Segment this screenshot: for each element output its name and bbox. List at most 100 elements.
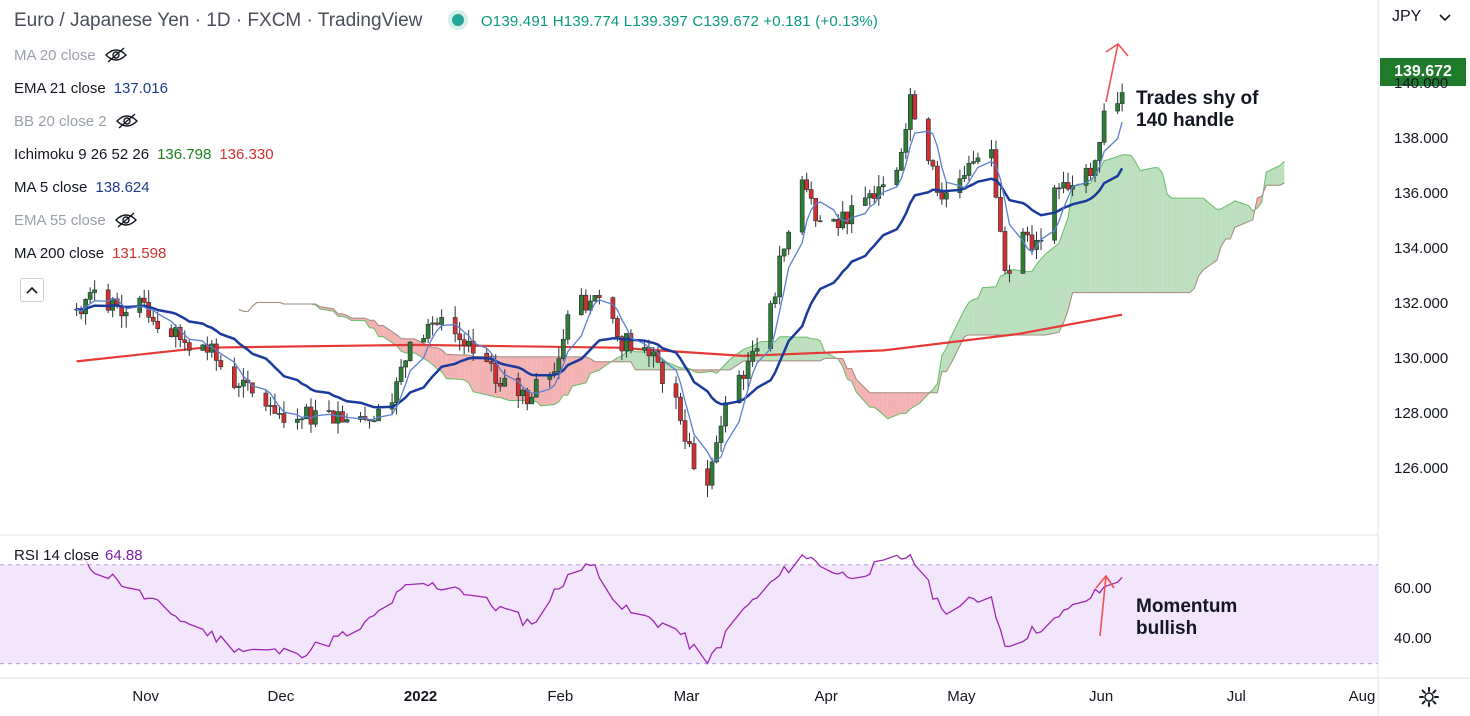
symbol-title[interactable]: Euro / Japanese Yen · 1D · FXCM · Tradin…: [14, 10, 423, 31]
price-axis-label: 138.000: [1394, 129, 1449, 147]
candle: [344, 413, 350, 423]
candle-body: [867, 193, 873, 199]
legend-row[interactable]: MA 200 close 131.598: [14, 244, 166, 264]
candle-body: [173, 326, 179, 337]
chevron-down-icon[interactable]: [1438, 10, 1452, 24]
candle-body: [592, 295, 598, 302]
cloud-segment: [856, 379, 870, 408]
candle: [497, 377, 503, 392]
candle: [962, 165, 967, 182]
candle-body: [786, 231, 791, 250]
candle: [434, 317, 440, 326]
cloud-segment: [572, 356, 586, 387]
candle: [213, 338, 219, 371]
candle: [1119, 83, 1125, 112]
chart-header: Euro / Japanese Yen · 1D · FXCM · Tradin…: [14, 10, 878, 32]
cloud-segment: [1013, 269, 1028, 335]
collapse-legend-button[interactable]: [20, 278, 44, 302]
eye-hidden-icon[interactable]: [104, 47, 128, 63]
candle-body: [660, 361, 665, 385]
candle-body: [777, 255, 782, 298]
eye-hidden-icon[interactable]: [115, 113, 139, 129]
cloud-segment: [1135, 162, 1141, 293]
candle-body: [935, 165, 940, 193]
cloud-segment: [1063, 217, 1069, 323]
candle: [123, 306, 129, 328]
cloud-segment: [630, 350, 636, 370]
candle-body: [394, 381, 399, 403]
candle: [840, 201, 846, 230]
candle-body: [1083, 167, 1089, 186]
candle-body: [560, 338, 566, 359]
cloud-segment: [1090, 172, 1096, 293]
price-axis-label: 134.000: [1394, 239, 1449, 257]
cloud-segment: [1032, 264, 1037, 335]
candle-body: [989, 149, 994, 159]
candle-body: [421, 338, 426, 343]
candle: [295, 408, 300, 430]
candle-body: [218, 360, 224, 368]
rsi-annotation: Momentum bullish: [1136, 596, 1237, 640]
candle: [1029, 225, 1035, 255]
candle: [358, 412, 363, 423]
cloud-segment: [1140, 167, 1154, 293]
candle-body: [966, 163, 972, 176]
cloud-segment: [811, 338, 816, 361]
cloud-segment: [1099, 160, 1105, 293]
candle-body: [849, 205, 855, 225]
candle: [862, 186, 868, 206]
eye-hidden-icon[interactable]: [114, 212, 138, 228]
candle: [971, 150, 976, 165]
candle: [407, 341, 413, 362]
cloud-segment: [1004, 269, 1010, 335]
candle: [326, 400, 332, 414]
cloud-segment: [1198, 198, 1204, 276]
cloud-segment: [437, 347, 442, 372]
currency-label[interactable]: JPY: [1392, 8, 1422, 25]
candle: [750, 340, 755, 367]
cloud-segment: [1045, 243, 1060, 335]
cloud-segment: [905, 392, 911, 414]
legend-row[interactable]: EMA 55 close: [14, 211, 138, 231]
candle: [186, 339, 192, 356]
cloud-segment: [910, 392, 915, 410]
legend-row[interactable]: MA 5 close 138.624: [14, 178, 150, 198]
candle: [939, 182, 945, 205]
legend-row[interactable]: BB 20 close 2: [14, 112, 139, 132]
cloud-segment: [648, 352, 654, 370]
candle: [592, 295, 598, 302]
cloud-segment: [635, 351, 649, 370]
candle-body: [926, 118, 931, 161]
candle: [597, 289, 602, 305]
candle-body: [1056, 187, 1062, 190]
candle-body: [628, 333, 634, 351]
last-price-tag: 139.672: [1380, 58, 1466, 86]
gear-icon[interactable]: [1418, 686, 1440, 708]
candle-body: [687, 441, 692, 444]
candle: [331, 409, 336, 424]
candle-body: [624, 333, 629, 352]
cloud-segment: [599, 361, 604, 371]
price-annotation-line: 140 handle: [1136, 110, 1235, 131]
candle: [624, 333, 629, 358]
candle-body: [894, 169, 900, 186]
ohlc-readout: O139.491 H139.774 L139.397 C139.672 +0.1…: [480, 13, 879, 30]
candle: [736, 370, 742, 404]
candle-body: [871, 193, 877, 199]
candle: [844, 211, 850, 235]
candle-body: [682, 420, 688, 442]
legend-row[interactable]: MA 20 close: [14, 46, 128, 66]
cloud-segment: [1108, 154, 1123, 293]
cloud-segment: [1068, 187, 1073, 311]
time-axis-label: Nov: [132, 688, 160, 705]
candle: [1061, 171, 1066, 194]
candle-body: [975, 157, 981, 162]
candle-body: [376, 408, 381, 422]
cloud-segment: [842, 358, 848, 379]
price-annotation-line: Trades shy of: [1136, 88, 1259, 109]
candle-body: [520, 389, 526, 397]
legend-row[interactable]: Ichimoku 9 26 52 26 136.798 136.330: [14, 145, 274, 165]
candle: [340, 405, 345, 423]
legend-row[interactable]: EMA 21 close 137.016: [14, 79, 168, 99]
